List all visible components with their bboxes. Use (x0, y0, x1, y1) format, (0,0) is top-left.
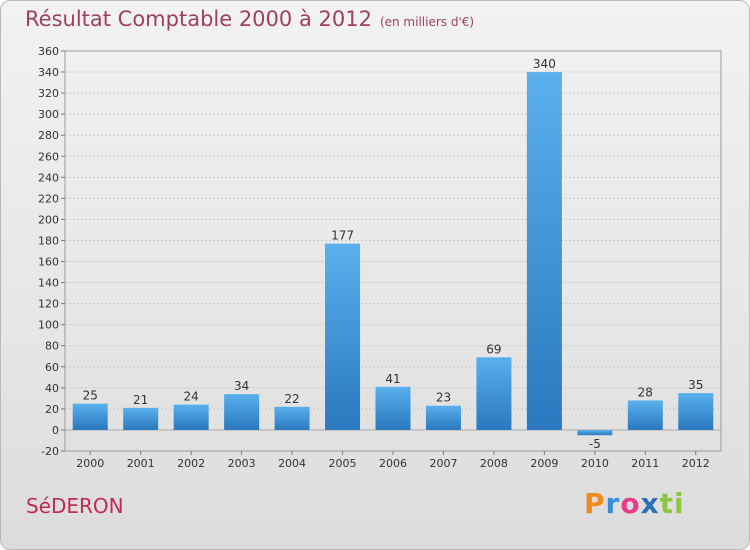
x-tick-label: 2008 (480, 457, 508, 470)
data-label: 22 (284, 392, 299, 406)
data-label: 41 (385, 372, 400, 386)
y-tick-label: 220 (38, 192, 59, 205)
x-tick-label: 2005 (329, 457, 357, 470)
x-tick-label: 2004 (278, 457, 306, 470)
data-label: 340 (533, 57, 556, 71)
chart-unit: (en milliers d'€) (379, 15, 475, 29)
y-tick-label: -20 (41, 445, 59, 458)
bar (577, 429, 613, 436)
y-tick-label: 300 (38, 108, 59, 121)
y-tick-label: 340 (38, 66, 59, 79)
data-label: 35 (688, 378, 703, 392)
y-tick-label: 320 (38, 87, 59, 100)
y-tick-label: 240 (38, 171, 59, 184)
x-tick-label: 2001 (127, 457, 155, 470)
y-tick-label: 60 (45, 361, 59, 374)
data-label: -5 (589, 437, 601, 451)
chart-title: Résultat Comptable 2000 à 2012 (en millie… (25, 7, 474, 31)
y-tick-label: 160 (38, 256, 59, 269)
y-tick-label: 140 (38, 277, 59, 290)
data-label: 24 (184, 390, 199, 404)
bar (627, 400, 663, 430)
proxiti-logo: Proxti (584, 487, 685, 520)
x-tick-label: 2007 (429, 457, 457, 470)
data-label: 34 (234, 379, 249, 393)
x-tick-label: 2009 (530, 457, 558, 470)
y-tick-label: 120 (38, 298, 59, 311)
bar (325, 243, 361, 430)
y-tick-label: 0 (52, 424, 59, 437)
bar (123, 407, 159, 430)
bar (72, 403, 108, 430)
data-label: 23 (436, 391, 451, 405)
bar (425, 405, 461, 430)
bar (526, 72, 562, 430)
city-name: SéDERON (26, 494, 124, 518)
bar (476, 357, 512, 430)
y-tick-label: 280 (38, 129, 59, 142)
y-tick-label: 180 (38, 234, 59, 247)
y-tick-label: 260 (38, 150, 59, 163)
y-tick-label: 80 (45, 340, 59, 353)
data-label: 177 (331, 229, 354, 243)
bar (173, 404, 209, 430)
data-label: 69 (486, 342, 501, 356)
y-tick-label: 20 (45, 403, 59, 416)
x-tick-label: 2006 (379, 457, 407, 470)
data-label: 25 (83, 389, 98, 403)
data-label: 28 (638, 385, 653, 399)
bar (375, 386, 411, 430)
bar (274, 406, 310, 430)
data-label: 21 (133, 393, 148, 407)
y-tick-label: 100 (38, 319, 59, 332)
y-tick-label: 40 (45, 382, 59, 395)
x-tick-label: 2000 (76, 457, 104, 470)
chart-title-text: Résultat Comptable 2000 à 2012 (25, 7, 372, 31)
x-tick-label: 2011 (631, 457, 659, 470)
y-tick-label: 360 (38, 45, 59, 58)
x-tick-label: 2002 (177, 457, 205, 470)
x-tick-label: 2012 (682, 457, 710, 470)
y-tick-label: 200 (38, 213, 59, 226)
x-tick-label: 2010 (581, 457, 609, 470)
bar (224, 394, 260, 430)
x-tick-label: 2003 (228, 457, 256, 470)
bar (678, 393, 714, 430)
